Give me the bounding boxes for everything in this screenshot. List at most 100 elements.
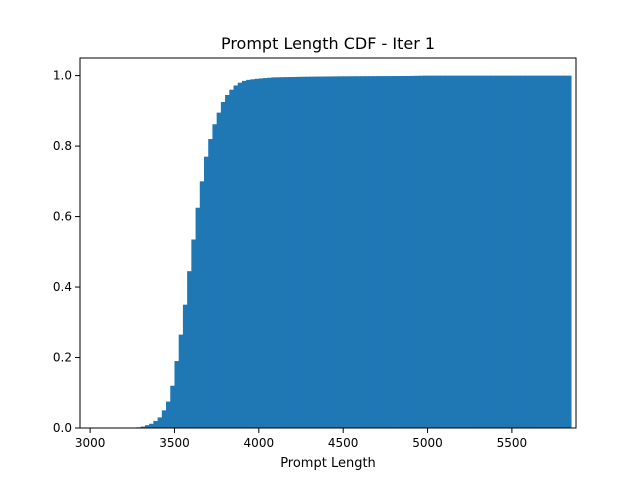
cdf-bar-110	[562, 75, 568, 428]
cdf-bar-12	[149, 423, 154, 428]
cdf-bar-75	[414, 75, 420, 429]
cdf-bar-47	[296, 76, 302, 428]
cdf-bar-68	[385, 76, 391, 429]
cdf-bar-61	[355, 76, 361, 428]
cdf-bar-102	[528, 75, 534, 428]
cdf-bar-33	[237, 82, 243, 429]
cdf-bar-109	[558, 75, 564, 428]
chart-title: Prompt Length CDF - Iter 1	[221, 34, 435, 53]
cdf-bar-65	[372, 76, 378, 429]
cdf-bar-90	[478, 75, 483, 428]
cdf-bar-84	[452, 75, 458, 428]
cdf-bar-69	[389, 76, 395, 429]
cdf-bar-44	[284, 77, 289, 428]
histogram-bars	[132, 75, 572, 429]
cdf-bar-88	[469, 75, 475, 428]
cdf-bar-54	[326, 76, 332, 428]
y-tick-label: 0.2	[53, 351, 72, 365]
cdf-bar-18	[174, 361, 180, 428]
cdf-bar-63	[364, 76, 370, 429]
cdf-bar-14	[157, 417, 163, 428]
x-tick-label: 3000	[75, 436, 106, 450]
cdf-bar-97	[507, 75, 513, 428]
cdf-bar-81	[440, 75, 446, 428]
cdf-bar-24	[199, 181, 205, 428]
cdf-bar-15	[161, 410, 167, 428]
cdf-bar-30	[225, 95, 230, 428]
cdf-bar-25	[204, 156, 209, 428]
cdf-bar-100	[520, 75, 526, 428]
cdf-bar-56	[334, 76, 340, 428]
cdf-bar-70	[393, 76, 399, 428]
cdf-bar-31	[229, 89, 235, 428]
cdf-bar-76	[419, 75, 424, 428]
cdf-bar-86	[461, 75, 467, 428]
cdf-bar-78	[427, 75, 433, 428]
cdf-bar-29	[220, 102, 226, 429]
cdf-bar-43	[279, 77, 285, 428]
x-tick-label: 5500	[497, 436, 528, 450]
cdf-bar-55	[330, 76, 336, 429]
cdf-bar-98	[511, 75, 517, 428]
cdf-bar-20	[182, 304, 188, 428]
cdf-bar-83	[448, 75, 454, 428]
cdf-bar-40	[267, 77, 273, 428]
cdf-bar-104	[537, 75, 543, 428]
cdf-bar-17	[170, 385, 176, 428]
cdf-bar-39	[263, 78, 268, 428]
cdf-bar-26	[208, 139, 214, 429]
cdf-bar-71	[398, 76, 403, 428]
cdf-bar-42	[275, 77, 281, 429]
cdf-bar-99	[516, 75, 521, 428]
cdf-bar-67	[381, 76, 386, 428]
cdf-bar-36	[250, 79, 256, 429]
cdf-bar-16	[166, 401, 171, 428]
cdf-bar-85	[457, 75, 462, 428]
x-tick-label: 3500	[159, 436, 190, 450]
cdf-bar-96	[503, 75, 509, 428]
cdf-bar-27	[212, 124, 218, 428]
cdf-bar-64	[368, 76, 374, 428]
cdf-bar-91	[482, 75, 488, 428]
cdf-bar-10	[140, 426, 146, 428]
cdf-bar-101	[524, 75, 530, 428]
cdf-bar-103	[532, 75, 538, 428]
cdf-bar-45	[288, 77, 294, 429]
y-tick-label: 1.0	[53, 69, 72, 83]
cdf-bar-79	[431, 75, 437, 428]
cdf-bar-60	[351, 76, 357, 428]
cdf-bar-77	[423, 75, 429, 428]
cdf-bar-50	[309, 76, 315, 428]
cdf-bar-41	[271, 77, 277, 428]
y-tick-label: 0.0	[53, 421, 72, 435]
cdf-bar-72	[402, 75, 408, 428]
cdf-bar-58	[343, 76, 349, 428]
cdf-bar-23	[195, 207, 201, 428]
cdf-bar-62	[360, 76, 365, 429]
cdf-bar-66	[376, 76, 382, 428]
cdf-bar-11	[144, 425, 150, 428]
cdf-bar-80	[435, 75, 441, 428]
y-tick-label: 0.4	[53, 280, 72, 294]
x-tick-label: 4000	[244, 436, 275, 450]
cdf-bar-106	[545, 75, 551, 428]
cdf-bar-87	[465, 75, 471, 428]
cdf-bar-92	[486, 75, 492, 428]
cdf-bar-38	[258, 78, 264, 428]
cdf-bar-74	[410, 75, 416, 428]
cdf-bar-89	[473, 75, 479, 428]
y-tick-label: 0.8	[53, 139, 72, 153]
cdf-bar-52	[317, 76, 323, 429]
cdf-bar-13	[153, 420, 159, 428]
cdf-bar-37	[254, 78, 260, 429]
cdf-bar-49	[305, 76, 311, 428]
cdf-bar-21	[187, 271, 192, 428]
cdf-bar-82	[444, 75, 450, 428]
cdf-bar-51	[313, 76, 319, 428]
cdf-bar-46	[292, 76, 298, 428]
cdf-bar-34	[241, 80, 247, 429]
cdf-bar-93	[490, 75, 496, 428]
x-axis-label: Prompt Length	[280, 456, 376, 471]
cdf-bar-22	[191, 239, 197, 428]
